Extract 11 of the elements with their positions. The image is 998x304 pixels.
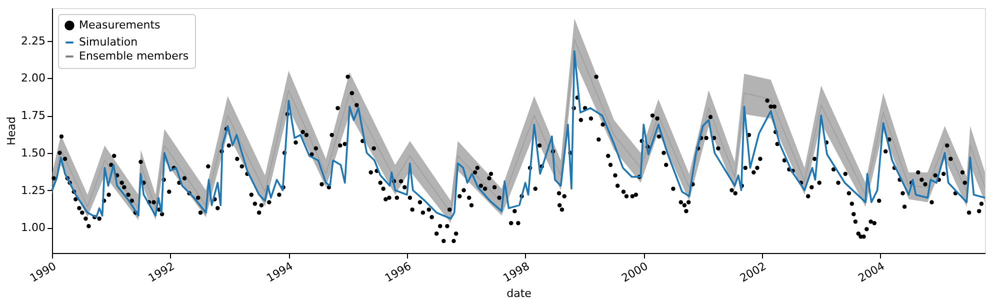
y-tick-label: 1.75	[21, 109, 46, 122]
y-tick-label: 1.50	[21, 146, 46, 160]
y-tick-label: 2.00	[21, 72, 46, 85]
legend-label: Simulation	[79, 36, 138, 48]
y-axis-title: Head	[5, 116, 18, 146]
x-axis-title: date	[506, 287, 532, 300]
y-tick-label: 1.25	[21, 184, 46, 197]
legend-label: Ensemble members	[79, 50, 189, 62]
y-tick-label: 1.00	[21, 221, 46, 234]
y-tick-label: 2.25	[21, 34, 46, 48]
legend-label: Measurements	[79, 18, 161, 32]
